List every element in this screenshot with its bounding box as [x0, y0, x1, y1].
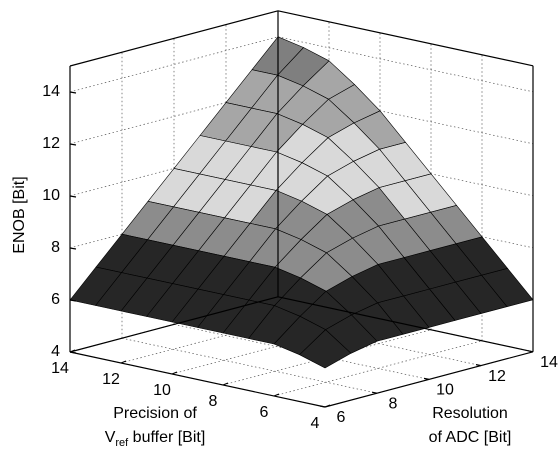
grid-line [225, 310, 482, 366]
x-tick-label: 8 [209, 393, 218, 410]
x-tick [324, 404, 331, 408]
x-tick-label: 6 [260, 404, 269, 421]
z-tick [69, 247, 77, 250]
y-tick [371, 391, 378, 394]
y-tick [319, 405, 326, 408]
z-tick [69, 195, 77, 198]
x-axis-label-part: V [105, 429, 116, 446]
y-tick-label: 6 [337, 409, 346, 426]
y-tick [423, 377, 430, 380]
y-tick-label: 12 [488, 368, 506, 385]
z-tick-label: 12 [42, 135, 60, 152]
y-axis-label: of ADC [Bit] [429, 429, 512, 446]
x-tick-label: 12 [102, 371, 120, 388]
x-axis-label-part: buffer [Bit] [128, 429, 205, 446]
axis-line [69, 351, 326, 408]
x-tick [222, 382, 229, 386]
surface [69, 36, 534, 369]
y-tick [475, 364, 482, 367]
axis-line [69, 296, 279, 353]
z-tick-label: 10 [42, 187, 60, 204]
grid-line [173, 324, 430, 380]
axis-line [277, 10, 534, 67]
y-axis-label: Resolution [432, 405, 508, 422]
grid-line [277, 192, 534, 249]
x-tick [120, 360, 127, 364]
z-tick-label: 8 [51, 239, 60, 256]
y-tick-label: 8 [389, 395, 398, 412]
x-axis-label-sub: ref [115, 437, 129, 449]
x-axis-label: Precision of [113, 405, 197, 422]
x-tick-label: 14 [51, 360, 69, 377]
z-tick [69, 91, 77, 94]
y-tick-label: 14 [540, 354, 558, 371]
axis-line [69, 10, 279, 67]
y-tick [527, 350, 534, 353]
z-tick [69, 143, 77, 146]
x-tick-label: 10 [153, 382, 171, 399]
z-tick-label: 4 [51, 343, 60, 360]
x-tick [273, 393, 280, 397]
x-tick [171, 371, 178, 375]
z-tick [69, 299, 77, 302]
y-tick-label: 10 [436, 382, 454, 399]
z-tick-label: 6 [51, 291, 60, 308]
grid-line [121, 337, 378, 394]
z-tick-label: 14 [42, 83, 60, 100]
x-axis-label: Vref buffer [Bit] [105, 429, 206, 449]
z-axis-label: ENOB [Bit] [11, 176, 28, 253]
grid-line [277, 36, 534, 93]
x-tick-label: 4 [311, 415, 320, 432]
axis-line [277, 296, 534, 353]
x-tick [69, 349, 76, 353]
surface-face [69, 266, 122, 306]
grid-line [277, 88, 534, 145]
grid-line [277, 140, 534, 197]
